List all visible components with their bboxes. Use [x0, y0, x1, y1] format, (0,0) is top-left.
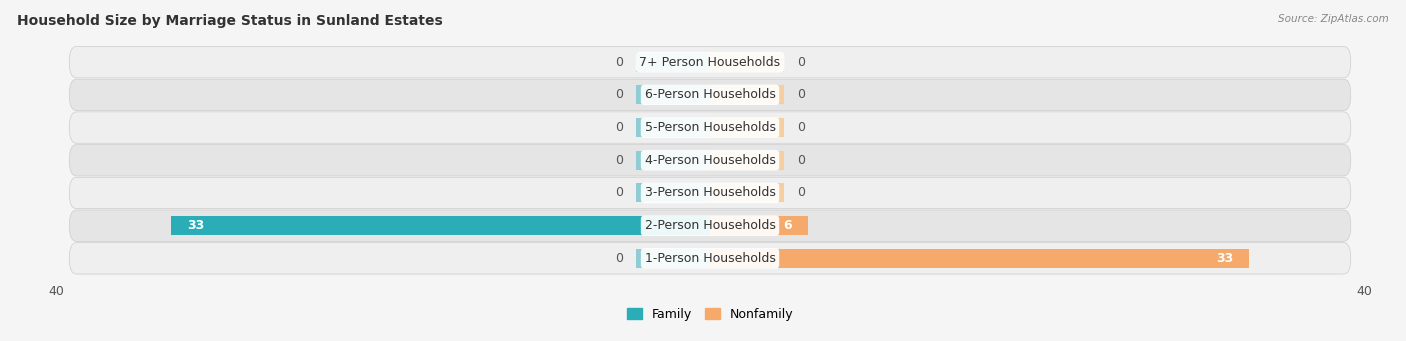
Text: Source: ZipAtlas.com: Source: ZipAtlas.com: [1278, 14, 1389, 24]
Text: 0: 0: [797, 121, 804, 134]
Bar: [637, 151, 710, 170]
Bar: [170, 216, 710, 235]
Text: 0: 0: [616, 56, 623, 69]
Text: 0: 0: [797, 56, 804, 69]
Bar: [710, 53, 783, 72]
FancyBboxPatch shape: [69, 210, 1351, 241]
FancyBboxPatch shape: [69, 177, 1351, 209]
Bar: [637, 53, 710, 72]
Bar: [710, 183, 783, 203]
Text: 0: 0: [616, 187, 623, 199]
Text: 33: 33: [187, 219, 204, 232]
Text: 3-Person Households: 3-Person Households: [644, 187, 776, 199]
Text: 0: 0: [616, 88, 623, 101]
Text: Household Size by Marriage Status in Sunland Estates: Household Size by Marriage Status in Sun…: [17, 14, 443, 28]
FancyBboxPatch shape: [69, 79, 1351, 110]
Text: 33: 33: [1216, 252, 1233, 265]
Text: 1-Person Households: 1-Person Households: [644, 252, 776, 265]
FancyBboxPatch shape: [69, 112, 1351, 143]
Text: 5-Person Households: 5-Person Households: [644, 121, 776, 134]
Text: 0: 0: [616, 252, 623, 265]
FancyBboxPatch shape: [69, 46, 1351, 78]
Text: 0: 0: [616, 121, 623, 134]
Text: 6-Person Households: 6-Person Households: [644, 88, 776, 101]
Text: 0: 0: [797, 88, 804, 101]
Bar: [637, 249, 710, 268]
FancyBboxPatch shape: [69, 145, 1351, 176]
Text: 2-Person Households: 2-Person Households: [644, 219, 776, 232]
Bar: [637, 118, 710, 137]
Bar: [710, 151, 783, 170]
Bar: [710, 216, 808, 235]
Text: 6: 6: [783, 219, 792, 232]
Text: 0: 0: [616, 154, 623, 167]
Text: 0: 0: [797, 154, 804, 167]
Legend: Family, Nonfamily: Family, Nonfamily: [621, 303, 799, 326]
Text: 0: 0: [797, 187, 804, 199]
Text: 4-Person Households: 4-Person Households: [644, 154, 776, 167]
Bar: [710, 118, 783, 137]
FancyBboxPatch shape: [69, 243, 1351, 274]
Text: 7+ Person Households: 7+ Person Households: [640, 56, 780, 69]
Bar: [637, 183, 710, 203]
Bar: [710, 249, 1250, 268]
Bar: [710, 85, 783, 104]
Bar: [637, 85, 710, 104]
